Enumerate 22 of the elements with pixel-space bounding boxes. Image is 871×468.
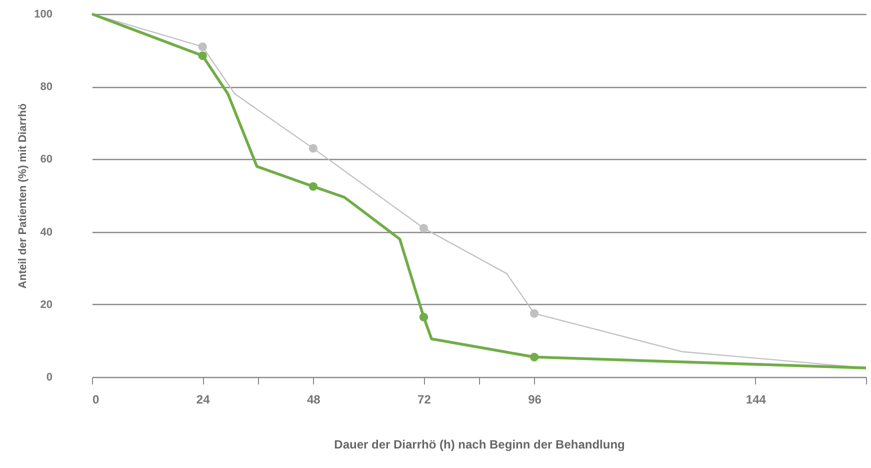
x-tick-label: 0	[92, 392, 100, 406]
point	[308, 144, 318, 153]
point	[419, 312, 428, 322]
y-axis-title: Anteil der Patienten (%) mit Diarrhö	[17, 103, 30, 289]
point	[308, 182, 318, 191]
y-tick-label: 100	[34, 8, 52, 20]
x-tick-label: 96	[528, 392, 542, 406]
y-tick-label: 0	[46, 372, 52, 384]
y-tick-label: 40	[40, 226, 52, 238]
y-tick-label: 20	[40, 298, 52, 311]
y-tick-label: 60	[40, 154, 52, 166]
point	[198, 42, 207, 51]
x-tick-label: 72	[418, 392, 432, 406]
point	[419, 224, 428, 232]
point	[198, 51, 207, 60]
point	[530, 309, 539, 318]
x-axis-title: Dauer der Diarrhö (h) nach Beginn der Behandlung	[334, 438, 625, 452]
y-tick-label: 80	[40, 81, 52, 94]
x-tick-label: 48	[306, 392, 321, 406]
x-tick-label: 144	[746, 392, 766, 406]
x-tick-label: 24	[196, 392, 210, 406]
point	[530, 352, 539, 362]
